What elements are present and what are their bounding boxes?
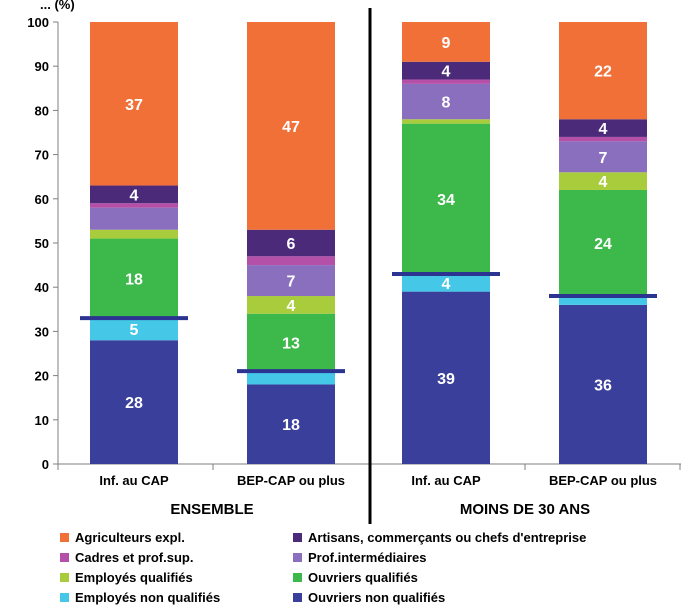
- x-category-label: BEP-CAP ou plus: [237, 473, 345, 488]
- data-label: 8: [442, 95, 451, 112]
- data-label: 13: [282, 335, 300, 352]
- data-label: 22: [594, 64, 612, 81]
- legend-swatch: [60, 593, 69, 602]
- y-tick-label: 80: [35, 103, 49, 118]
- legend-item: Employés qualifiés: [60, 570, 193, 585]
- data-label: 5: [130, 322, 139, 339]
- data-label: 18: [125, 271, 143, 288]
- bar-segment: [402, 291, 490, 464]
- legend-swatch: [60, 573, 69, 582]
- bar-segment: [402, 61, 490, 80]
- data-label: 18: [282, 417, 300, 434]
- chart-header-partial: ... (%): [40, 0, 75, 12]
- bar-segment: [90, 207, 178, 230]
- bar-segment: [247, 313, 335, 372]
- data-label: 9: [442, 35, 451, 52]
- data-label: 4: [442, 276, 451, 293]
- bar-segment: [90, 318, 178, 341]
- legend-item: Artisans, commerçants ou chefs d'entrepr…: [293, 530, 586, 545]
- stacked-bar-chart: ... (%) 0 10 20 30 40 50 60 70 80 90 100 28 5 18 4 37 18…: [27, 0, 681, 524]
- bar-segment: [90, 229, 178, 239]
- data-label: 4: [287, 298, 296, 315]
- bar-segment: [247, 384, 335, 464]
- legend-swatch: [293, 593, 302, 602]
- data-label: 4: [599, 174, 608, 191]
- data-label: 4: [599, 121, 608, 138]
- legend-item: Agriculteurs expl.: [60, 530, 185, 545]
- data-label: 7: [287, 274, 296, 291]
- y-tick-label: 20: [35, 369, 49, 384]
- legend-item: Ouvriers non qualifiés: [293, 590, 445, 605]
- y-tick-label: 40: [35, 280, 49, 295]
- legend-label: Ouvriers non qualifiés: [308, 590, 446, 605]
- group-label: MOINS DE 30 ANS: [460, 501, 590, 518]
- bar-segment: [559, 189, 647, 297]
- y-tick-label: 10: [35, 413, 49, 428]
- data-label: 7: [599, 150, 608, 167]
- bar-segment: [402, 123, 490, 274]
- data-label: 34: [437, 192, 455, 209]
- y-tick-label: 90: [35, 59, 49, 74]
- bar-segment: [247, 265, 335, 297]
- data-label: 6: [287, 236, 296, 253]
- y-tick-label: 50: [35, 236, 49, 251]
- data-label: 47: [282, 119, 300, 136]
- bar-segment: [402, 119, 490, 124]
- x-category-label: Inf. au CAP: [99, 473, 169, 488]
- bar-segment: [247, 229, 335, 257]
- legend-swatch: [60, 553, 69, 562]
- bar-segment: [402, 79, 490, 84]
- legend-item: Cadres et prof.sup.: [60, 550, 193, 565]
- legend-swatch: [293, 533, 302, 542]
- y-tick-label: 60: [35, 192, 49, 207]
- x-category-label: Inf. au CAP: [411, 473, 481, 488]
- bar-segment: [90, 22, 178, 186]
- bar-segment: [90, 340, 178, 464]
- legend-swatch: [60, 533, 69, 542]
- bar-segment: [247, 256, 335, 266]
- data-label: 4: [442, 64, 451, 81]
- bar-segment: [402, 83, 490, 120]
- bar-segment: [559, 296, 647, 305]
- legend-item: Prof.intermédiaires: [293, 550, 427, 565]
- bar-segment: [559, 172, 647, 190]
- legend-swatch: [293, 573, 302, 582]
- data-label: 4: [130, 187, 139, 204]
- bar-segment: [247, 22, 335, 230]
- data-label: 39: [437, 371, 455, 388]
- group-label: ENSEMBLE: [170, 501, 253, 518]
- y-tick-label: 30: [35, 324, 49, 339]
- bar-segment: [402, 22, 490, 62]
- bar-segment: [559, 304, 647, 464]
- bar-segment: [559, 22, 647, 120]
- data-label: 36: [594, 377, 612, 394]
- x-category-label: BEP-CAP ou plus: [549, 473, 657, 488]
- legend-label: Artisans, commerçants ou chefs d'entrepr…: [308, 530, 587, 545]
- legend-item: Employés non qualifiés: [60, 590, 220, 605]
- legend-item: Ouvriers qualifiés: [293, 570, 418, 585]
- bar-segment: [247, 296, 335, 314]
- legend-label: Employés non qualifiés: [75, 590, 221, 605]
- y-tick-label: 100: [27, 15, 49, 30]
- legend-swatch: [293, 553, 302, 562]
- bar-segment: [402, 273, 490, 292]
- bar-segment: [90, 185, 178, 204]
- legend-label: Cadres et prof.sup.: [75, 550, 194, 565]
- legend-label: Prof.intermédiaires: [308, 550, 427, 565]
- bar-segment: [247, 371, 335, 385]
- legend-label: Ouvriers qualifiés: [308, 570, 418, 585]
- legend-label: Agriculteurs expl.: [75, 530, 185, 545]
- bar-segment: [90, 238, 178, 319]
- bar-segment: [559, 136, 647, 142]
- bar-segment: [559, 119, 647, 137]
- data-label: 24: [594, 236, 612, 253]
- data-label: 37: [125, 97, 143, 114]
- y-tick-label: 70: [35, 148, 49, 163]
- bar-segment: [559, 141, 647, 173]
- data-label: 28: [125, 395, 143, 412]
- bar-segment: [90, 203, 178, 208]
- legend-label: Employés qualifiés: [75, 570, 193, 585]
- y-tick-label: 0: [42, 457, 49, 472]
